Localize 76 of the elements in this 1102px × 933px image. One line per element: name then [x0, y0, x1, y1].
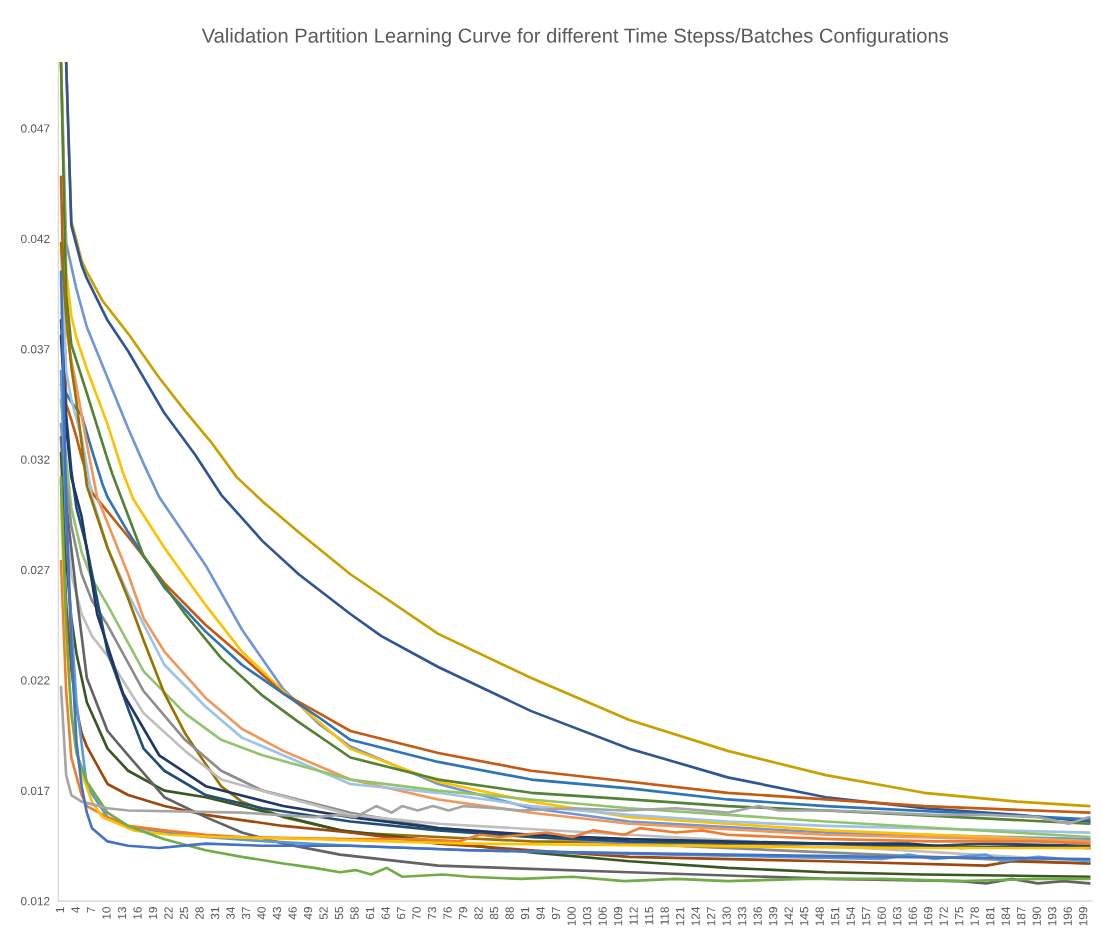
x-tick-label: 37 — [241, 907, 251, 920]
x-tick-label: 196 — [1063, 907, 1072, 926]
x-tick-label: 31 — [210, 907, 220, 920]
y-tick-label: 0.017 — [20, 786, 50, 795]
x-tick-label: 55 — [334, 907, 344, 920]
x-tick-label: 145 — [800, 907, 809, 926]
x-tick-label: 49 — [303, 907, 313, 920]
x-tick-label: 13 — [117, 907, 127, 919]
x-tick-label: 70 — [412, 907, 421, 920]
x-tick-label: 166 — [908, 907, 917, 926]
x-tick-label: 187 — [1017, 907, 1026, 926]
x-tick-label: 121 — [675, 907, 685, 926]
y-tick-label: 0.047 — [20, 124, 50, 133]
x-tick-label: 19 — [148, 907, 158, 919]
x-tick-label: 178 — [970, 907, 979, 926]
x-tick-label: 118 — [660, 907, 669, 925]
y-tick-label: 0.027 — [20, 565, 50, 575]
x-tick-label: 52 — [319, 907, 328, 920]
x-tick-label: 148 — [815, 907, 824, 926]
x-tick-label: 64 — [381, 906, 390, 920]
x-tick-label: 181 — [986, 907, 995, 926]
x-tick-label: 151 — [831, 907, 840, 926]
y-tick-label: 0.032 — [20, 455, 50, 464]
x-tick-label: 40 — [257, 907, 266, 920]
x-tick-label: 25 — [179, 907, 189, 920]
x-tick-label: 157 — [862, 907, 871, 926]
x-tick-label: 103 — [582, 907, 592, 926]
x-tick-label: 73 — [427, 907, 437, 920]
y-tick-label: 0.022 — [20, 676, 50, 685]
x-tick-label: 142 — [784, 907, 793, 926]
x-tick-label: 172 — [939, 907, 948, 926]
x-tick-label: 184 — [1001, 906, 1010, 926]
x-tick-label: 139 — [768, 907, 778, 926]
y-tick-label: 0.037 — [20, 345, 50, 354]
x-tick-label: 1 — [55, 907, 65, 913]
x-tick-label: 175 — [955, 907, 964, 926]
x-tick-label: 169 — [923, 907, 933, 926]
x-tick-label: 154 — [846, 906, 855, 926]
y-tick-label: 0.042 — [20, 234, 50, 244]
x-tick-label: 46 — [288, 907, 297, 920]
x-tick-label: 67 — [396, 907, 406, 920]
chart-title: Validation Partition Learning Curve for different Time Stepss/Batches Configurations — [201, 28, 949, 47]
x-tick-label: 160 — [877, 907, 886, 926]
x-tick-label: 10 — [102, 907, 111, 919]
x-tick-label: 43 — [272, 907, 282, 920]
x-tick-label: 190 — [1032, 907, 1041, 926]
x-tick-label: 28 — [195, 907, 204, 920]
x-tick-label: 22 — [164, 907, 173, 920]
x-tick-label: 106 — [598, 907, 607, 926]
x-tick-label: 88 — [505, 907, 514, 920]
x-tick-label: 199 — [1079, 907, 1088, 926]
x-tick-label: 7 — [86, 907, 96, 913]
x-tick-label: 91 — [520, 907, 530, 920]
x-tick-label: 97 — [551, 907, 561, 920]
x-tick-label: 76 — [443, 907, 452, 920]
x-tick-label: 58 — [350, 907, 359, 920]
x-tick-label: 79 — [458, 907, 468, 920]
x-tick-label: 163 — [892, 907, 902, 926]
x-tick-label: 61 — [365, 907, 375, 920]
x-tick-label: 85 — [489, 907, 499, 920]
y-tick-label: 0.012 — [20, 897, 50, 906]
x-tick-label: 100 — [567, 907, 576, 926]
x-tick-label: 115 — [645, 907, 654, 925]
x-tick-label: 130 — [722, 907, 731, 926]
x-tick-label: 16 — [133, 907, 142, 919]
x-tick-label: 82 — [474, 907, 483, 920]
x-tick-label: 94 — [536, 906, 545, 920]
x-tick-label: 109 — [613, 907, 623, 926]
x-tick-label: 34 — [226, 906, 235, 920]
x-tick-label: 127 — [706, 907, 716, 926]
x-tick-label: 112 — [629, 907, 638, 925]
x-tick-label: 133 — [737, 907, 747, 926]
x-tick-label: 124 — [691, 906, 700, 926]
x-tick-label: 136 — [753, 907, 762, 926]
x-tick-label: 4 — [71, 906, 80, 913]
x-tick-label: 193 — [1048, 907, 1057, 926]
